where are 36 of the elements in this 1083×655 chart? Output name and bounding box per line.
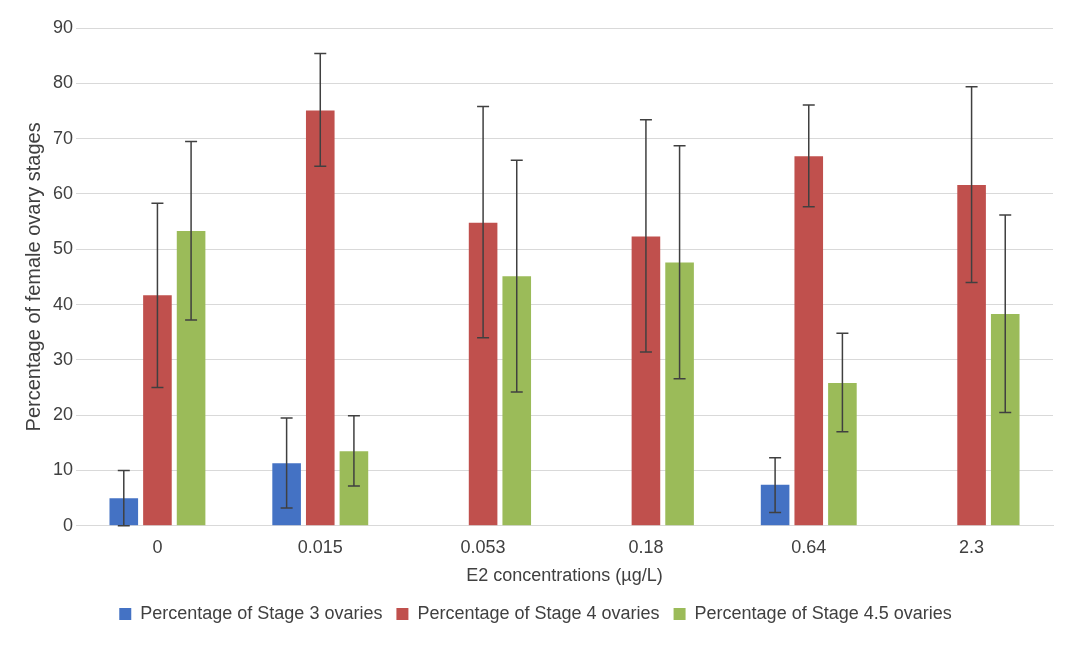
bar [143,295,172,526]
legend-label: Percentage of Stage 3 ovaries [140,602,383,623]
x-axis-title: E2 concentrations (µg/L) [466,565,663,586]
y-tick-label: 20 [52,404,74,425]
bar [631,236,661,526]
y-tick-label: 70 [52,127,74,148]
bar [957,185,986,526]
y-tick-label: 40 [52,293,74,314]
x-tick-label: 2.3 [959,536,985,557]
x-tick-label: 0 [152,536,163,557]
bar [109,498,139,526]
y-tick-label: 80 [52,72,74,93]
bar [502,276,532,526]
x-tick-label: 0.18 [628,536,664,557]
y-tick-label: 60 [52,182,74,203]
y-tick-label: 90 [52,16,74,37]
bar [176,230,206,526]
bar [760,484,790,526]
y-tick-label: 30 [52,348,74,369]
y-tick-label: 0 [63,514,74,535]
x-tick-label: 0.015 [297,536,343,557]
bar [272,463,301,526]
bar [794,156,824,526]
legend-label: Percentage of Stage 4 ovaries [417,602,660,623]
bar [990,313,1020,526]
bar [468,222,498,526]
y-tick-label: 50 [52,238,74,259]
bar [828,383,857,526]
x-tick-label: 0.64 [791,536,827,557]
x-tick-label: 0.053 [460,536,506,557]
y-axis-title: Percentage of female ovary stages [21,122,44,432]
bar [339,451,369,526]
bar [305,110,335,526]
bar [665,262,694,526]
y-tick-label: 10 [52,459,74,480]
legend-label: Percentage of Stage 4.5 ovaries [694,602,952,623]
